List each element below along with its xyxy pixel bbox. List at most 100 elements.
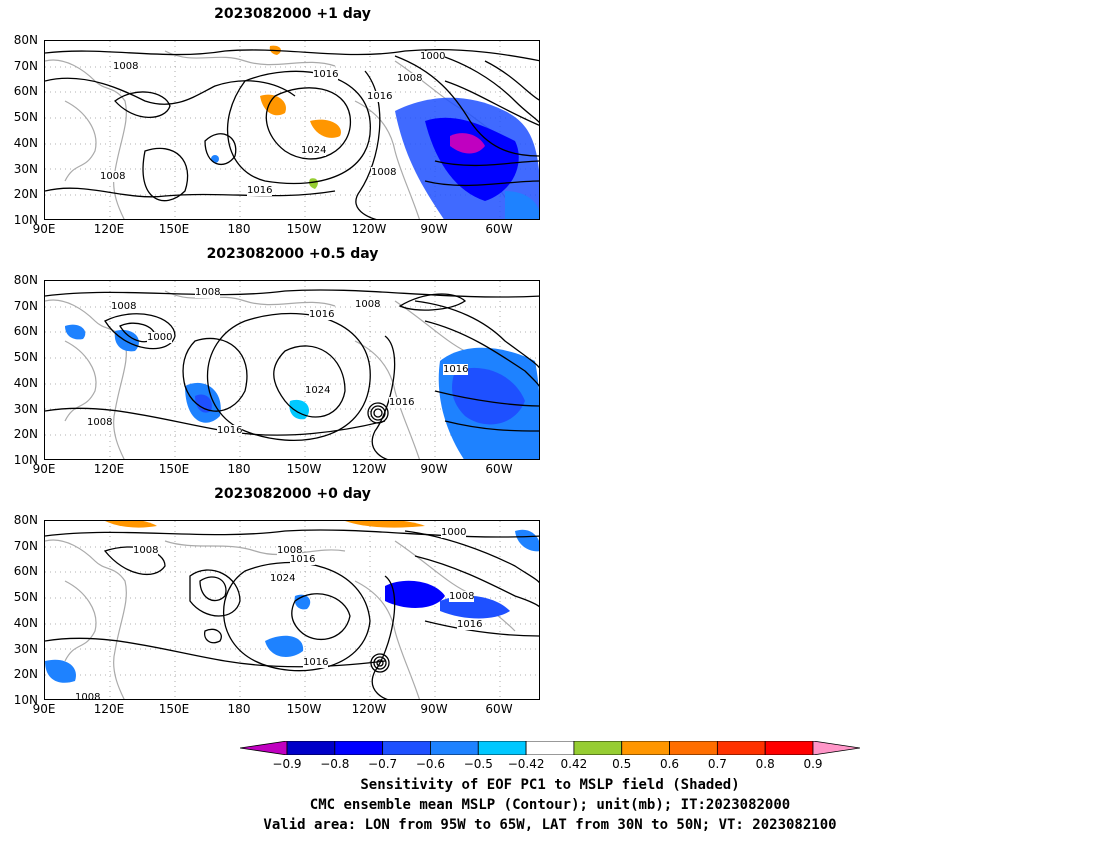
colorbar-tick-label: −0.5 [463,757,493,771]
lon-label: 150E [158,462,190,476]
colorbar-segment [573,741,623,755]
lon-label: 180 [227,462,251,476]
colorbar-tick-label: −0.7 [368,757,398,771]
mslp-contours [45,529,539,699]
contour-label: 1016 [313,69,339,80]
caption-line-1: Sensitivity of EOF PC1 to MSLP field (Sh… [360,777,740,793]
lon-label: 120E [93,702,125,716]
colorbar-segment [669,741,718,755]
colorbar-tick-label: 0.5 [612,757,632,771]
contour-label: 1008 [371,167,397,178]
lon-label: 60W [485,462,513,476]
lon-label: 120W [351,702,387,716]
coastline [45,539,516,699]
lat-label: 60N [13,564,38,579]
contour-label: 1016 [389,397,415,408]
colorbar [240,741,860,755]
lat-label: 20N [13,667,38,682]
contour-label: 1008 [277,545,303,556]
colorbar-tick-label: −0.6 [415,757,446,771]
map-svg-2 [45,281,539,459]
lon-label: 90W [420,222,448,236]
lon-label: 180 [227,222,251,236]
lon-label: 90E [32,462,56,476]
lon-label: 180 [227,702,251,716]
contour-label: 1016 [443,364,469,375]
lon-label: 120E [93,462,125,476]
map-panel-2: 1008 1008 1008 1016 1000 1016 1024 1016 … [44,280,540,460]
colorbar-tick-label: −0.9 [272,757,302,771]
lat-label: 80N [13,513,38,527]
contour-label: 1024 [305,385,331,396]
lat-label: 30N [13,641,38,656]
contour-label: 1000 [441,527,467,538]
colorbar-tick-label: 0.8 [755,757,775,771]
contour-label: 1016 [247,185,273,196]
contour-label: 1008 [195,287,221,298]
lon-label: 90E [32,222,56,236]
lat-label: 80N [13,33,38,47]
lat-label: 80N [13,273,38,287]
contour-label: 1000 [147,332,173,343]
contour-label: 1024 [301,145,327,156]
lon-label: 60W [485,702,513,716]
lat-label: 20N [13,427,38,442]
lat-label: 40N [13,615,38,630]
lat-label: 50N [13,350,38,365]
caption-line-3: Valid area: LON from 95W to 65W, LAT fro… [263,817,837,833]
lon-label: 120E [93,222,125,236]
lon-label: 90W [420,702,448,716]
contour-label: 1008 [111,301,137,312]
lat-label: 40N [13,135,38,150]
contour-label: 1016 [367,91,393,102]
colorbar-segment [764,741,814,755]
panel-title-2: 2023082000 +0.5 day [206,246,379,262]
lon-label: 60W [485,222,513,236]
lat-label: 40N [13,375,38,390]
contour-label: 1016 [290,554,316,565]
panel-title-1: 2023082000 +1 day [214,6,371,22]
contour-label: 1008 [75,692,101,700]
lon-label: 150W [286,222,322,236]
lat-label: 70N [13,538,38,553]
lon-label: 90E [32,702,56,716]
lat-label: 60N [13,84,38,99]
colorbar-segment [430,741,479,755]
lon-label: 150W [286,702,322,716]
contour-label: 1024 [270,573,296,584]
map-panel-1: 1008 1016 1000 1008 1016 1024 1008 1008 … [44,40,540,220]
colorbar-segment [477,741,527,755]
lon-label: 90W [420,462,448,476]
lon-label: 150W [286,462,322,476]
colorbar-max-arrow [812,741,860,755]
contour-label: 1008 [355,299,381,310]
colorbar-min-arrow [240,741,288,755]
contour-label: 1000 [420,51,446,62]
colorbar-tick-label: −0.42 [507,757,545,771]
contour-label: 1008 [133,545,159,556]
panel-title-3: 2023082000 +0 day [214,486,371,502]
contour-label: 1008 [397,73,423,84]
sensitivity-shading [45,521,539,683]
contour-label: 1016 [217,425,243,436]
colorbar-segment [286,741,336,755]
colorbar-segment [621,741,670,755]
lon-label: 150E [158,702,190,716]
colorbar-tick-label: −0.8 [320,757,350,771]
lon-label: 120W [351,222,387,236]
mslp-contours [45,49,539,219]
lat-label: 30N [13,161,38,176]
contour-label: 1016 [457,619,483,630]
contour-label: 1008 [87,417,113,428]
lat-label: 70N [13,58,38,73]
colorbar-segment [525,741,575,755]
lon-label: 120W [351,462,387,476]
colorbar-tick-label: 0.9 [803,757,823,771]
colorbar-segment [334,741,384,755]
lon-label: 150E [158,222,190,236]
contour-label: 1016 [303,657,329,668]
contour-label: 1008 [449,591,475,602]
lat-label: 10N [13,453,38,467]
lat-label: 20N [13,187,38,202]
contour-label: 1008 [113,61,139,72]
